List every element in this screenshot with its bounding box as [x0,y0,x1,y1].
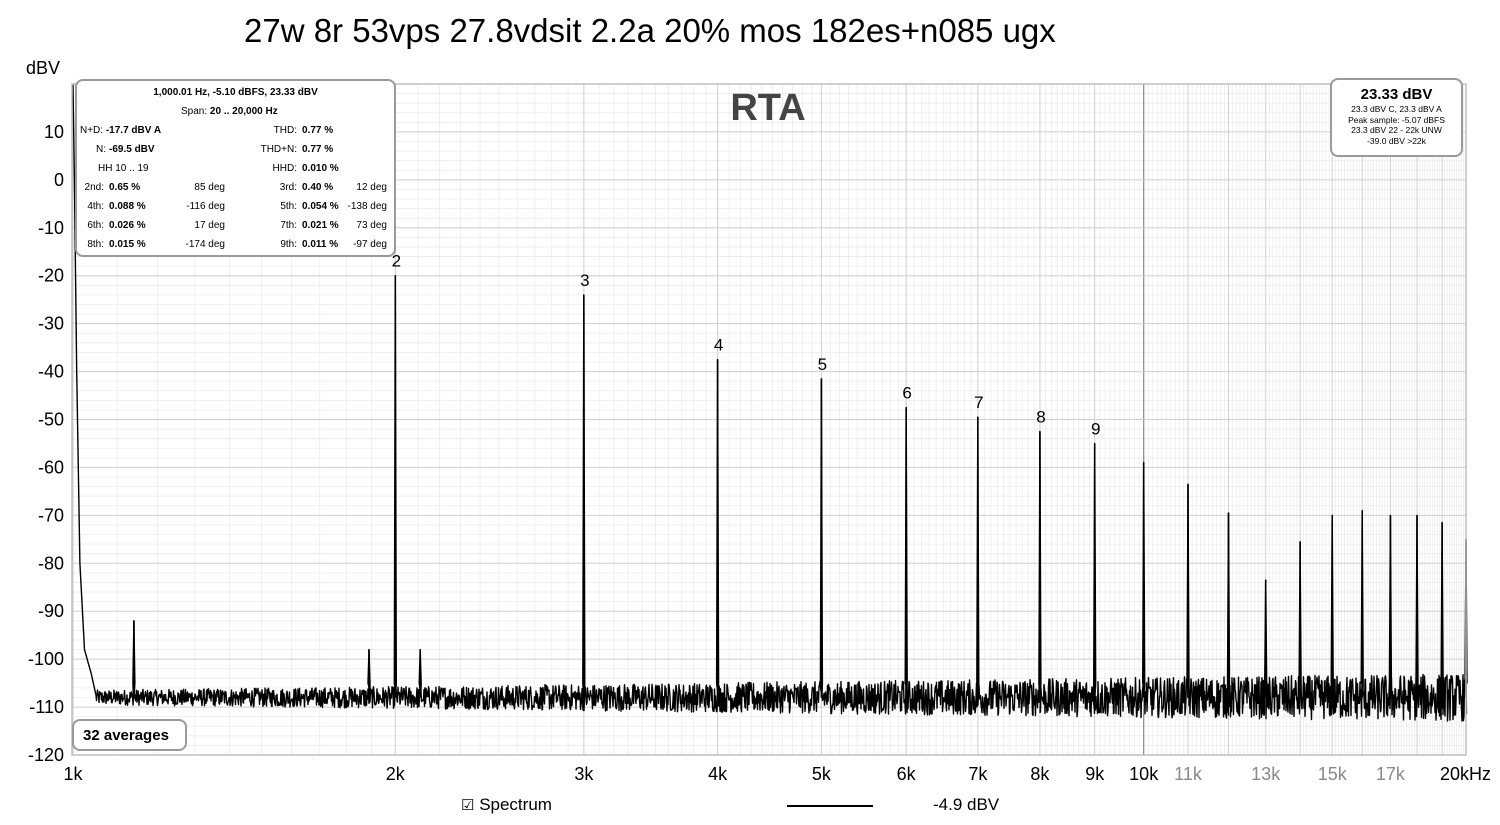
y-tick-label: -110 [29,697,64,717]
y-tick-label: -30 [38,314,64,334]
level-line-3: 23.3 dBV 22 - 22k UNW [1351,125,1442,135]
span-row: Span: 20 .. 20,000 Hz [181,103,278,121]
x-tick-label: 15k [1318,764,1348,784]
harmonic-7-value: 0.021 % [302,220,339,231]
x-tick-label: 4k [708,764,728,784]
legend-series-value: -4.9 dBV [933,795,1000,814]
x-tick-label: 8k [1030,764,1050,784]
level-info-panel[interactable]: 23.33 dBV 23.3 dBV C, 23.3 dBV A Peak sa… [1330,78,1463,157]
harmonic-peak-labels: 2 3 4 5 6 7 8 9 [133,252,1467,698]
harmonic-8-value: 0.015 % [109,239,146,250]
level-line-2: Peak sample: -5.07 dBFS [1348,114,1445,125]
harmonic-9-label: 9th: [280,239,297,250]
nd-row: N+D: -17.7 dBV A [80,122,161,140]
rta-watermark: RTA [730,87,805,129]
peak-label: 2 [392,252,401,271]
harmonic-4-phase: -116 deg [186,201,225,212]
checkbox-checked-icon[interactable]: ☑ [461,797,475,814]
peak-label: 4 [714,336,723,355]
harmonic-9-phase: -97 deg [353,239,387,250]
level-main: 23.33 dBV [1360,86,1433,103]
y-tick-label: -100 [28,649,64,669]
hh-label: HH 10 .. 19 [98,163,149,174]
level-line-4: -39.0 dBV >22k [1367,135,1426,146]
y-tick-label: -120 [28,745,64,765]
harmonic-4-label: 4th: [87,201,104,212]
info-header: 1,000.01 Hz, -5.10 dBFS, 23.33 dBV [153,87,318,98]
harmonic-5-value: 0.054 % [302,201,339,212]
harmonic-2-phase: 85 deg [194,182,225,193]
harmonic-5-phase: -138 deg [347,201,387,212]
x-tick-label: 6k [897,764,917,784]
y-tick-label: -60 [38,457,64,477]
hhd-label: HHD: [272,163,297,174]
hhd-value: 0.010 % [302,163,339,174]
x-tick-label: 20kHz [1440,764,1491,784]
y-tick-label: -50 [38,410,64,430]
nd-label: N+D: [80,125,104,136]
n-label: N: [96,144,106,155]
spectrum-series-line [72,83,1468,722]
n-value: -69.5 dBV [109,144,155,155]
harmonic-8-phase: -174 deg [185,239,225,250]
distortion-info-panel[interactable]: 1,000.01 Hz, -5.10 dBFS, 23.33 dBV Span:… [75,79,396,257]
legend-series-label: Spectrum [479,795,552,814]
peak-label: 7 [974,393,983,412]
harmonic-7-label: 7th: [280,220,297,231]
thd-value: 0.77 % [302,125,334,136]
averages-badge[interactable]: 32 averages [72,719,187,751]
chart-title: 27w 8r 53vps 27.8vdsit 2.2a 20% mos 182e… [244,12,1056,49]
thdn-label: THD+N: [260,144,297,155]
peak-label: 5 [818,355,827,374]
y-tick-label: 0 [54,170,64,190]
harmonic-8-label: 8th: [87,239,104,250]
y-tick-label: -20 [38,266,64,286]
harmonic-4-value: 0.088 % [109,201,146,212]
peak-label: 8 [1036,407,1045,426]
harmonic-6-value: 0.026 % [109,220,146,231]
harmonic-3-phase: 12 deg [356,182,387,193]
x-tick-label: 3k [574,764,594,784]
x-tick-label: 2k [386,764,406,784]
legend-spectrum-toggle[interactable]: ☑ Spectrum [461,795,552,815]
plot-frame [71,83,1467,756]
thdn-value: 0.77 % [302,144,334,155]
span-value: 20 .. 20,000 Hz [209,106,278,117]
x-tick-label: 13k [1251,764,1281,784]
harmonic-3-value: 0.40 % [302,182,334,193]
x-tick-label: 5k [812,764,832,784]
harmonic-2-label: 2nd: [84,182,104,193]
harmonic-6-phase: 17 deg [194,220,225,231]
y-axis-label: dBV [26,58,60,78]
thd-label: THD: [273,125,297,136]
y-tick-label: -40 [38,362,64,382]
x-tick-label: 11k [1174,764,1203,784]
peak-label: 9 [1091,419,1100,438]
y-tick-label: 10 [44,122,64,142]
y-tick-label: -70 [38,505,64,525]
x-tick-label: 17k [1376,764,1406,784]
harmonic-9-value: 0.011 % [302,239,339,250]
x-tick-label: 10k [1129,764,1159,784]
y-tick-label: -10 [38,218,64,238]
x-axis-ticks: 1k 2k 3k 4k 5k 6k 7k 8k 9k 10k 11k 13k 15k 17k 20kHz [63,764,1491,784]
level-line-1: 23.3 dBV C, 23.3 dBV A [1351,104,1442,114]
harmonic-3-label: 3rd: [279,182,297,193]
harmonic-2-value: 0.65 % [109,182,141,193]
harmonic-6-label: 6th: [87,220,104,231]
harmonic-7-phase: 73 deg [356,220,387,231]
y-tick-label: -90 [38,601,64,621]
y-axis-ticks: 10 0 -10 -20 -30 -40 -50 -60 -70 -80 -90 -100 -110 -1… [28,122,64,765]
y-tick-label: -80 [38,553,64,573]
peak-label: 6 [902,384,911,403]
harmonic-5-label: 5th: [280,201,297,212]
nd-value: -17.7 dBV A [105,125,162,136]
peak-label: 3 [580,271,589,290]
x-tick-label: 9k [1085,764,1105,784]
x-tick-label: 1k [63,764,83,784]
x-tick-label: 7k [968,764,988,784]
span-label: Span: [181,106,208,117]
